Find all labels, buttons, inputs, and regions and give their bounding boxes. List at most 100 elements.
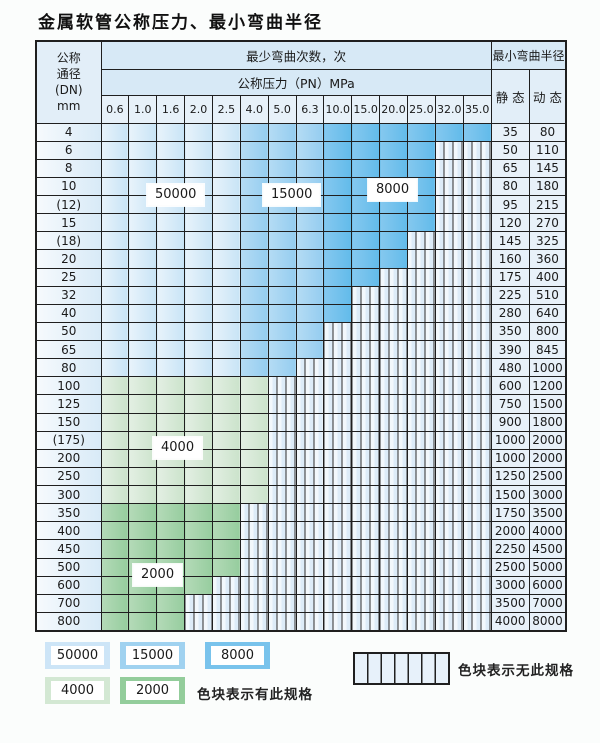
spec-cell <box>379 575 408 595</box>
dn-value: 250 <box>35 466 102 487</box>
spec-cell <box>351 249 381 269</box>
spec-cell <box>323 194 353 215</box>
spec-cell <box>156 358 186 378</box>
spec-cell <box>462 503 492 523</box>
dn-value: 300 <box>35 484 102 505</box>
spec-cell <box>462 176 492 197</box>
spec-cell <box>267 140 297 160</box>
spec-cell <box>323 539 353 559</box>
spec-cell <box>100 358 130 378</box>
spec-cell <box>379 122 408 142</box>
spec-cell <box>100 194 130 215</box>
spec-cell <box>239 593 269 613</box>
dynamic-radius-value: 215 <box>528 194 567 215</box>
pressure-header-1.6: 1.6 <box>156 94 186 124</box>
spec-cell <box>267 376 297 396</box>
static-radius-value: 3500 <box>490 593 530 613</box>
pressure-header-35.0: 35.0 <box>462 94 492 124</box>
spec-cell <box>184 412 213 432</box>
spec-cell <box>351 303 381 323</box>
table-row-dn-15: 15 120 270 <box>35 213 567 233</box>
zone-label-2000: 2000 <box>133 564 183 586</box>
spec-cell <box>379 394 408 414</box>
spec-cell <box>351 521 381 541</box>
spec-cell <box>406 539 436 559</box>
spec-cell <box>351 122 381 142</box>
dn-value: 200 <box>35 448 102 468</box>
spec-cell <box>323 611 353 632</box>
spec-cell <box>323 394 353 414</box>
spec-cell <box>406 611 436 632</box>
dynamic-radius-value: 3000 <box>528 484 567 505</box>
spec-cell <box>406 466 436 487</box>
table-row-dn-8: 8 65 145 <box>35 158 567 178</box>
spec-cell <box>128 521 158 541</box>
spec-cell <box>323 503 353 523</box>
dn-value: 800 <box>35 611 102 632</box>
spec-cell <box>351 376 381 396</box>
spec-cell <box>462 430 492 450</box>
spec-cell <box>351 593 381 613</box>
dynamic-radius-value: 110 <box>528 140 567 160</box>
spec-cell <box>462 249 492 269</box>
spec-cell <box>462 231 492 251</box>
spec-cell <box>239 285 269 305</box>
spec-cell <box>323 557 353 577</box>
dn-value: 50 <box>35 321 102 342</box>
spec-cell <box>267 611 297 632</box>
dn-value: 100 <box>35 376 102 396</box>
spec-cell <box>295 448 325 468</box>
spec-cell <box>184 484 213 505</box>
pressure-header-2.5: 2.5 <box>211 94 241 124</box>
dynamic-radius-value: 3500 <box>528 503 567 523</box>
spec-cell <box>351 231 381 251</box>
dynamic-radius-value: 845 <box>528 339 567 360</box>
dynamic-radius-value: 360 <box>528 249 567 269</box>
spec-cell <box>351 339 381 360</box>
spec-cell <box>267 249 297 269</box>
spec-cell <box>156 249 186 269</box>
spec-cell <box>211 539 241 559</box>
spec-cell <box>323 321 353 342</box>
spec-cell <box>156 231 186 251</box>
table-row-dn-65: 65 390 845 <box>35 339 567 360</box>
spec-cell <box>295 593 325 613</box>
spec-cell <box>379 484 408 505</box>
spec-cell <box>379 539 408 559</box>
spec-table-wrap: 公称 通径 (DN) mm 最少弯曲次数，次 最小弯曲半径 公称压力（PN）MP… <box>35 40 568 632</box>
spec-cell <box>434 611 464 632</box>
spec-cell <box>211 321 241 342</box>
spec-cell <box>211 448 241 468</box>
spec-cell <box>462 448 492 468</box>
spec-cell <box>184 140 213 160</box>
spec-cell <box>100 376 130 396</box>
spec-cell <box>379 557 408 577</box>
spec-cell <box>267 321 297 342</box>
spec-cell <box>156 394 186 414</box>
static-radius-value: 390 <box>490 339 530 360</box>
dn-value: 65 <box>35 339 102 360</box>
dn-value: 15 <box>35 213 102 233</box>
spec-cell <box>323 593 353 613</box>
spec-cell <box>239 466 269 487</box>
spec-cell <box>128 394 158 414</box>
spec-cell <box>239 539 269 559</box>
spec-cell <box>128 593 158 613</box>
spec-cell <box>267 122 297 142</box>
spec-cell <box>406 448 436 468</box>
spec-cell <box>156 376 186 396</box>
spec-cell <box>128 303 158 323</box>
spec-cell <box>100 140 130 160</box>
spec-cell <box>462 267 492 287</box>
dn-value: (18) <box>35 231 102 251</box>
spec-cell <box>295 376 325 396</box>
spec-cell <box>323 376 353 396</box>
zone-label-4000: 4000 <box>153 437 203 459</box>
spec-cell <box>379 412 408 432</box>
spec-cell <box>351 158 381 178</box>
dynamic-radius-value: 180 <box>528 176 567 197</box>
pressure-header-5.0: 5.0 <box>267 94 297 124</box>
spec-cell <box>462 611 492 632</box>
spec-cell <box>323 285 353 305</box>
dn-value: 10 <box>35 176 102 197</box>
